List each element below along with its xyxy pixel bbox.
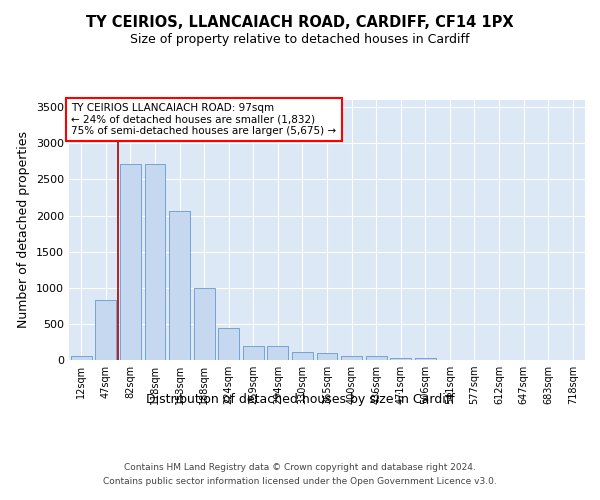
Bar bbox=[120, 164, 141, 360]
Bar bbox=[71, 356, 92, 360]
Text: Contains public sector information licensed under the Open Government Licence v3: Contains public sector information licen… bbox=[103, 478, 497, 486]
Y-axis label: Number of detached properties: Number of detached properties bbox=[17, 132, 31, 328]
Bar bbox=[268, 346, 289, 360]
Bar bbox=[169, 211, 190, 360]
Bar bbox=[390, 358, 411, 360]
Bar bbox=[194, 288, 215, 360]
Bar bbox=[218, 328, 239, 360]
Text: TY CEIRIOS LLANCAIACH ROAD: 97sqm
← 24% of detached houses are smaller (1,832)
7: TY CEIRIOS LLANCAIACH ROAD: 97sqm ← 24% … bbox=[71, 103, 337, 136]
Text: TY CEIRIOS, LLANCAIACH ROAD, CARDIFF, CF14 1PX: TY CEIRIOS, LLANCAIACH ROAD, CARDIFF, CF… bbox=[86, 15, 514, 30]
Bar bbox=[292, 352, 313, 360]
Text: Distribution of detached houses by size in Cardiff: Distribution of detached houses by size … bbox=[146, 392, 454, 406]
Bar bbox=[415, 358, 436, 360]
Bar bbox=[365, 356, 386, 360]
Text: Size of property relative to detached houses in Cardiff: Size of property relative to detached ho… bbox=[130, 32, 470, 46]
Bar bbox=[341, 356, 362, 360]
Bar bbox=[243, 346, 264, 360]
Bar bbox=[95, 300, 116, 360]
Bar bbox=[145, 164, 166, 360]
Text: Contains HM Land Registry data © Crown copyright and database right 2024.: Contains HM Land Registry data © Crown c… bbox=[124, 462, 476, 471]
Bar bbox=[317, 353, 337, 360]
